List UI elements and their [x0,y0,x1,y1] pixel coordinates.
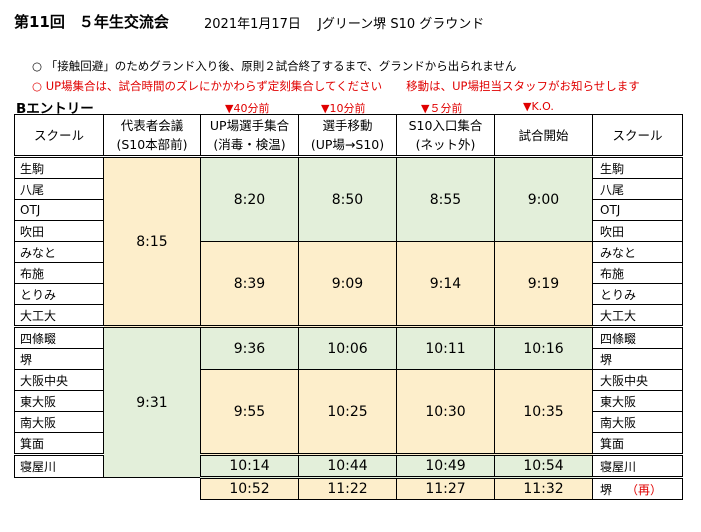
school-cell: OTJ [14,199,104,221]
note-up-assembly-text: ○ UP場集合は、試合時間のズレにかかわらず定刻集合してください [32,79,383,93]
school-cell: とりみ [14,283,104,305]
table-row: 生駒 8:15 8:20 8:50 8:55 9:00 生駒 [14,155,683,327]
last-row-school: 堺 [600,482,613,497]
col-header-kickoff: 試合開始 [494,114,593,157]
school-cell-right: 布施 [592,262,683,284]
col-header-school-right: スクール [592,114,683,157]
header-row: スクール 代表者会議 (S10本部前) UP場選手集合 (消毒・検温) 選手移動 (U… [14,114,683,157]
timing-label-40: ▼40分前 [225,102,270,115]
col-header-entry: S10入口集合 (ネット外) [396,114,495,157]
note-movement: 移動は、UP場担当スタッフがお知らせします [406,79,640,93]
school-cell-right: 堺 （再） [592,476,683,500]
school-cell-right: 東大阪 [592,390,683,412]
timing-label-ko: ▼K.O. [523,100,554,113]
school-cell-right: 吹田 [592,220,683,242]
school-cell: みなと [14,241,104,263]
school-cell-right: 四條畷 [592,325,683,349]
time-cell: 10:16 [494,325,593,370]
school-cell-right: 南大阪 [592,411,683,433]
school-cell-right: 堺 [592,348,683,370]
time-cell: 10:30 [396,369,495,455]
time-cell: 10:11 [396,325,495,370]
school-cell-right: 大阪中央 [592,369,683,391]
edition: 第11回 [14,13,65,31]
time-cell: 8:20 [200,155,299,242]
time-cell: 8:39 [200,241,299,327]
school-cell-right: みなと [592,241,683,263]
table-row: みなと 8:39 9:09 9:14 9:19 みなと [14,241,683,327]
event-venue: Jグリーン堺 S10 グラウンド [318,17,485,32]
timing-label-5: ▼５分前 [421,102,463,115]
table-row: 寝屋川 10:14 10:44 10:49 10:54 寝屋川 [14,453,683,478]
table-row: 八尾 八尾 [14,178,683,200]
meeting-time-cell: 9:31 [103,325,201,478]
col-header-move: 選手移動 (UP場→S10) [298,114,397,157]
note-contact-avoidance: ○ 「接触回避」のためグランド入り後、原則２試合終了するまで、グランドから出られ… [32,59,517,73]
time-cell: 10:06 [298,325,397,370]
school-cell-right: 大工大 [592,304,683,327]
section-title: Bエントリー [16,101,94,117]
schedule-table: スクール 代表者会議 (S10本部前) UP場選手集合 (消毒・検温) 選手移動 (U… [14,114,683,500]
table-row: 大工大 大工大 [14,304,683,327]
table-row: 大阪中央 9:55 10:25 10:30 10:35 大阪中央 [14,369,683,455]
school-cell: 東大阪 [14,390,104,412]
school-cell: 四條畷 [14,325,104,349]
time-cell: 10:35 [494,369,593,455]
time-cell: 11:32 [494,476,593,500]
time-cell: 8:50 [298,155,397,242]
meeting-time-cell: 8:15 [103,155,201,327]
school-cell-right: 生駒 [592,155,683,179]
school-cell: 寝屋川 [14,453,104,478]
time-cell: 10:49 [396,453,495,478]
rematch-mark: （再） [626,482,663,497]
time-cell: 10:44 [298,453,397,478]
school-cell: 八尾 [14,178,104,200]
school-cell: 箕面 [14,432,104,455]
blank-cell [14,477,104,500]
school-cell-right: 箕面 [592,432,683,455]
time-cell: 9:36 [200,325,299,370]
time-cell: 9:14 [396,241,495,327]
time-cell: 10:52 [200,476,299,500]
school-cell: 堺 [14,348,104,370]
school-cell: 大阪中央 [14,369,104,391]
school-cell: 布施 [14,262,104,284]
time-cell: 9:55 [200,369,299,455]
school-cell-right: とりみ [592,283,683,305]
note-up-assembly: ○ UP場集合は、試合時間のズレにかかわらず定刻集合してください 移動は、UP場担… [32,78,640,94]
time-cell: 9:09 [298,241,397,327]
time-cell: 10:14 [200,453,299,478]
time-cell: 9:19 [494,241,593,327]
time-cell: 10:25 [298,369,397,455]
table-row: 10:52 11:22 11:27 11:32 堺 （再） [14,476,683,500]
blank-cell [103,477,201,500]
event-title: 第11回 ５年生交流会 [14,11,169,32]
time-cell: 10:54 [494,453,593,478]
school-cell: 生駒 [14,155,104,179]
school-cell: 大工大 [14,304,104,327]
timing-label-10: ▼10分前 [321,102,366,115]
school-cell-right: 八尾 [592,178,683,200]
time-cell: 11:22 [298,476,397,500]
event-name: ５年生交流会 [78,13,169,31]
time-cell: 8:55 [396,155,495,242]
col-header-meeting: 代表者会議 (S10本部前) [103,114,201,157]
col-header-school: スクール [14,114,104,157]
school-cell: 南大阪 [14,411,104,433]
time-cell: 9:00 [494,155,593,242]
table-row: 四條畷 9:31 9:36 10:06 10:11 10:16 四條畷 [14,325,683,478]
school-cell-right: 寝屋川 [592,453,683,478]
school-cell: 吹田 [14,220,104,242]
time-cell: 11:27 [396,476,495,500]
table-row: 布施 布施 [14,262,683,284]
col-header-up: UP場選手集合 (消毒・検温) [200,114,299,157]
event-date: 2021年1月17日 [204,17,301,32]
school-cell-right: OTJ [592,199,683,221]
